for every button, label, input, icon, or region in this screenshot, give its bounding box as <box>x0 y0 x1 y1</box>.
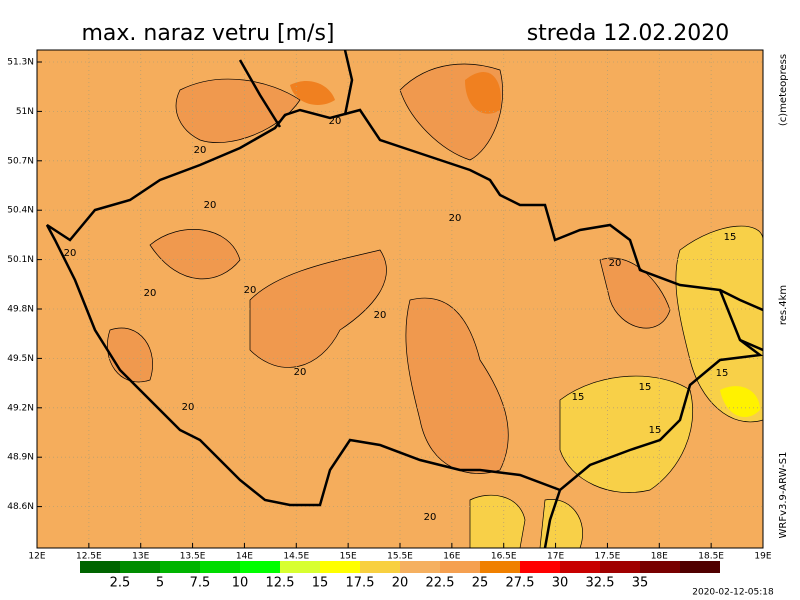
colorbar-label: 7.5 <box>190 576 211 591</box>
colorbar-box <box>480 561 520 573</box>
contour-label: 20 <box>194 145 207 156</box>
longitude-label: 15E <box>340 552 357 562</box>
longitude-label: 14E <box>236 552 253 562</box>
contour-label: 20 <box>144 288 157 299</box>
longitude-label: 12.5E <box>76 552 102 562</box>
contour-label: 20 <box>64 248 77 259</box>
colorbar-label: 2.5 <box>110 576 131 591</box>
contour-label: 20 <box>294 367 307 378</box>
longitude-label: 13E <box>132 552 149 562</box>
contour-label: 20 <box>424 512 437 523</box>
colorbar-box <box>120 561 160 573</box>
colorbar-box <box>640 561 680 573</box>
latitude-label: 49.5N <box>7 354 34 364</box>
colorbar-box <box>600 561 640 573</box>
colorbar-label: 27.5 <box>506 576 535 591</box>
map-date: streda 12.02.2020 <box>527 21 730 46</box>
contour-label: 15 <box>724 232 737 243</box>
contour-label: 20 <box>609 258 622 269</box>
colorbar-box <box>440 561 480 573</box>
latitude-label: 49.2N <box>7 403 34 413</box>
colorbar-label: 15 <box>312 576 329 591</box>
contour-label: 15 <box>572 392 585 403</box>
colorbar-label: 25 <box>472 576 489 591</box>
colorbar-box <box>560 561 600 573</box>
colorbar-label: 22.5 <box>426 576 455 591</box>
longitude-label: 16.5E <box>491 552 517 562</box>
neighbor-borders <box>238 49 764 549</box>
contour-label: 20 <box>374 310 387 321</box>
country-border <box>45 108 764 507</box>
latitude-label: 50.4N <box>7 206 34 216</box>
colorbar-box <box>360 561 400 573</box>
colorbar-box <box>240 561 280 573</box>
longitude-label: 18.5E <box>698 552 724 562</box>
latitude-label: 51N <box>16 107 34 117</box>
wind-22-areas <box>290 71 501 114</box>
longitude-label: 16E <box>443 552 460 562</box>
timestamp: 2020-02-12-05:18 <box>692 588 774 598</box>
longitude-label: 17E <box>547 552 564 562</box>
colorbar-box <box>80 561 120 573</box>
colorbar-label: 12.5 <box>266 576 295 591</box>
contour-label: 20 <box>244 285 257 296</box>
colorbar-label: 30 <box>552 576 569 591</box>
model: WRFv3.9-ARW-S1 <box>778 452 789 539</box>
latitude-label: 48.6N <box>7 502 34 512</box>
contour-label: 20 <box>449 213 462 224</box>
resolution: res.4km <box>778 285 789 325</box>
colorbar-label: 10 <box>232 576 249 591</box>
contour-label: 15 <box>649 425 662 436</box>
longitude-label: 14.5E <box>283 552 309 562</box>
contour-label: 20 <box>182 402 195 413</box>
colorbar-box <box>280 561 320 573</box>
colorbar-label: 17.5 <box>346 576 375 591</box>
colorbar-box <box>400 561 440 573</box>
longitude-label: 13.5E <box>180 552 206 562</box>
map <box>36 49 764 549</box>
map-title: max. naraz vetru [m/s] <box>81 21 334 46</box>
colorbar-label: 32.5 <box>586 576 615 591</box>
latitude-label: 49.8N <box>7 305 34 315</box>
colorbar-box <box>160 561 200 573</box>
copyright: (c)meteopress <box>778 54 789 126</box>
contour-label: 20 <box>329 116 342 127</box>
longitude-label: 18E <box>651 552 668 562</box>
longitude-label: 17.5E <box>595 552 621 562</box>
latitude-label: 51.3N <box>7 58 34 68</box>
colorbar-box <box>200 561 240 573</box>
longitude-label: 15.5E <box>387 552 413 562</box>
latitude-label: 50.7N <box>7 156 34 166</box>
longitude-label: 19E <box>754 552 771 562</box>
colorbar-box <box>520 561 560 573</box>
contour-label: 20 <box>204 200 217 211</box>
latitude-label: 48.9N <box>7 453 34 463</box>
wind-12-areas <box>720 386 760 418</box>
latitude-label: 50.1N <box>7 255 34 265</box>
colorbar-label: 5 <box>156 576 164 591</box>
contour-label: 15 <box>716 368 729 379</box>
colorbar-box <box>320 561 360 573</box>
colorbar-box <box>680 561 720 573</box>
longitude-label: 12E <box>28 552 45 562</box>
contour-label: 15 <box>639 382 652 393</box>
colorbar-label: 20 <box>392 576 409 591</box>
colorbar-label: 35 <box>632 576 649 591</box>
